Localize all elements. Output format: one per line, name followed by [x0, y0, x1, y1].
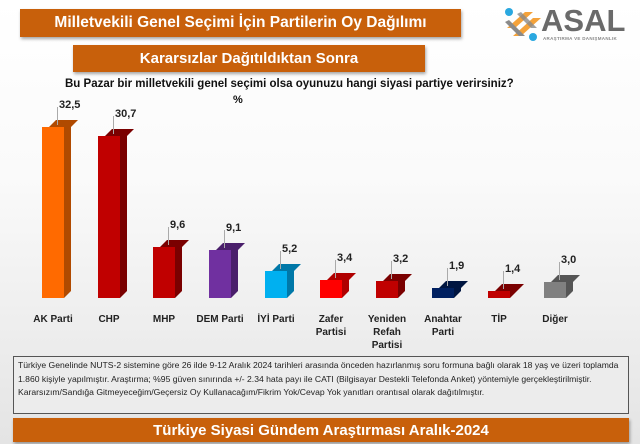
bar-front — [98, 136, 120, 298]
category-label: Diğer — [542, 314, 568, 325]
value-label: 9,1 — [226, 222, 242, 234]
bar — [209, 243, 245, 298]
category-label: Yeniden Refah Partisi — [367, 314, 407, 351]
bar-top — [327, 273, 356, 280]
bar-top — [160, 240, 189, 247]
category-label: Anahtar Parti — [424, 314, 462, 338]
bar-top — [272, 264, 301, 271]
bar-top — [216, 243, 245, 250]
bar-front — [42, 127, 64, 298]
label-leader-line — [503, 271, 504, 289]
value-label: 3,0 — [561, 254, 577, 266]
bar — [42, 120, 78, 298]
value-label: 30,7 — [115, 108, 137, 120]
value-label: 1,4 — [505, 263, 521, 275]
asal-logo: ASAL ARAŞTIRMA VE DANIŞMANLIK — [503, 3, 633, 46]
bar — [376, 274, 412, 298]
bar-top — [495, 284, 524, 291]
bar-top — [105, 129, 134, 136]
label-leader-line — [113, 116, 114, 134]
category-label: Zafer Partisi — [315, 314, 347, 338]
category-label: DEM Parti — [196, 314, 244, 325]
bar — [544, 275, 580, 298]
bar — [265, 264, 301, 298]
footer-title: Türkiye Siyasi Gündem Araştırması Aralık… — [153, 421, 489, 439]
unit-label: % — [233, 94, 243, 106]
chart-subtitle-banner: Kararsızlar Dağıtıldıktan Sonra — [73, 45, 425, 72]
value-label: 1,9 — [449, 260, 465, 272]
logo-tagline: ARAŞTIRMA VE DANIŞMANLIK — [543, 36, 618, 41]
bar-front — [209, 250, 231, 298]
bar-side — [175, 240, 182, 298]
bar-chart: 32,5 AK Parti 30,7 CHP 9,6 MHP 9,1 DEM Parti 5,2… — [33, 99, 580, 351]
label-leader-line — [391, 261, 392, 279]
value-label: 5,2 — [282, 243, 298, 255]
bar-top — [551, 275, 580, 282]
bar — [153, 240, 189, 298]
value-label: 9,6 — [170, 219, 186, 231]
survey-question: Bu Pazar bir milletvekili genel seçimi o… — [65, 78, 514, 90]
bar — [488, 284, 524, 298]
bar-top — [49, 120, 78, 127]
label-leader-line — [224, 230, 225, 248]
category-label: CHP — [98, 314, 120, 325]
bar-side — [120, 129, 127, 298]
category-label: İYİ Parti — [257, 314, 295, 325]
label-leader-line — [280, 251, 281, 269]
bar-front — [488, 291, 510, 298]
bar-front — [432, 288, 454, 298]
bar-side — [64, 120, 71, 298]
bar-top — [383, 274, 412, 281]
bar-side — [231, 243, 238, 298]
category-label: MHP — [152, 314, 176, 325]
label-leader-line — [168, 227, 169, 245]
bar — [98, 129, 134, 298]
bar — [432, 281, 468, 298]
value-label: 3,2 — [393, 253, 409, 265]
value-label: 32,5 — [59, 99, 81, 111]
asal-logo-mark-icon — [505, 8, 541, 41]
bar-front — [320, 280, 342, 298]
label-leader-line — [335, 260, 336, 278]
bar-front — [544, 282, 566, 298]
chart-title-banner: Milletvekili Genel Seçimi İçin Partileri… — [20, 9, 461, 37]
bar-front — [376, 281, 398, 298]
bar — [320, 273, 356, 298]
value-label: 3,4 — [337, 252, 353, 264]
bar-front — [153, 247, 175, 298]
methodology-note: Türkiye Genelinde NUTS-2 sistemine göre … — [13, 356, 629, 414]
category-label: AK Parti — [33, 314, 73, 325]
bar-top — [439, 281, 468, 288]
bar-front — [265, 271, 287, 298]
category-label: TİP — [491, 314, 507, 325]
footer-banner: Türkiye Siyasi Gündem Araştırması Aralık… — [13, 418, 629, 442]
label-leader-line — [447, 268, 448, 286]
logo-wordmark: ASAL — [541, 3, 626, 38]
label-leader-line — [57, 107, 58, 125]
chart-title: Milletvekili Genel Seçimi İçin Partileri… — [54, 14, 427, 31]
label-leader-line — [559, 262, 560, 280]
chart-subtitle: Kararsızlar Dağıtıldıktan Sonra — [139, 50, 359, 67]
